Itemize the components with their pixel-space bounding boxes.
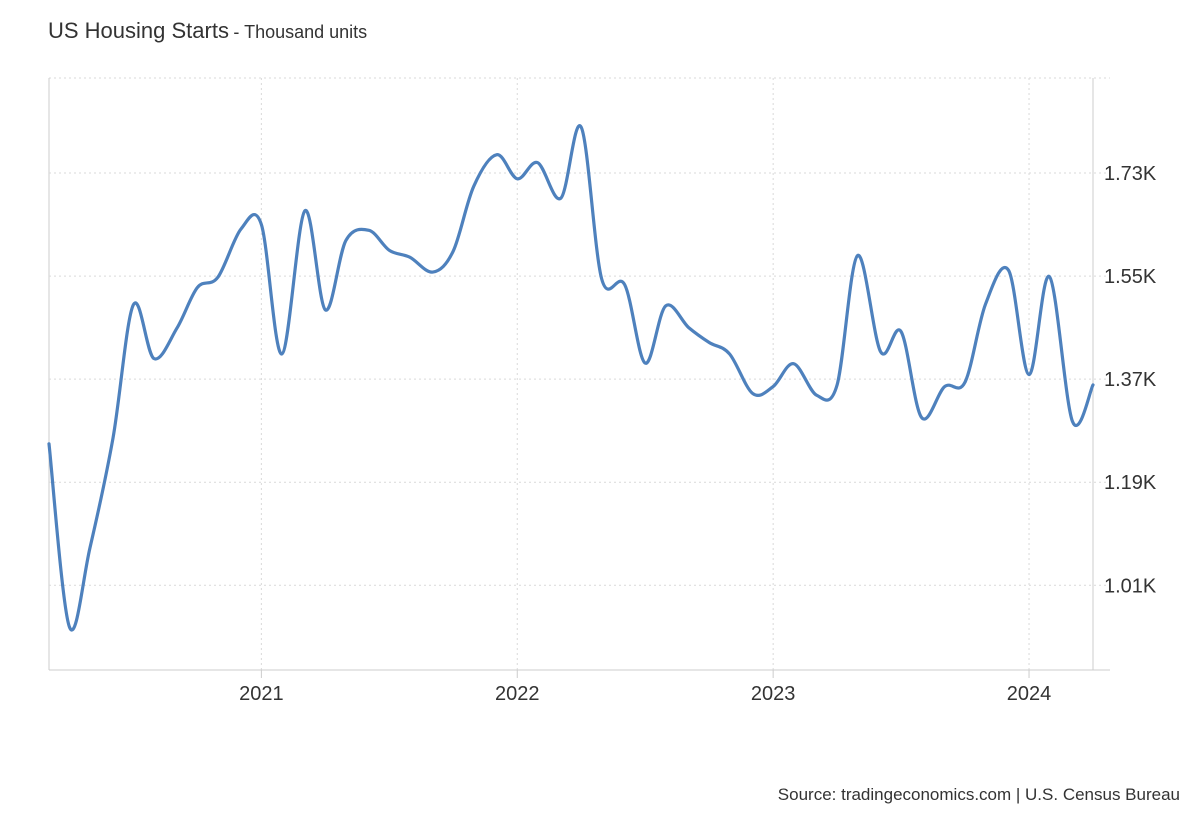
data-point [1027, 373, 1031, 377]
data-point [152, 357, 156, 361]
y-tick-label: 1.55K [1104, 266, 1157, 288]
data-point [280, 352, 284, 356]
data-point [600, 277, 604, 281]
data-point [111, 436, 115, 440]
data-point [792, 362, 796, 366]
data-point [472, 184, 476, 188]
data-point [367, 228, 371, 232]
data-point [984, 302, 988, 306]
data-point [815, 393, 819, 397]
data-point [899, 330, 903, 334]
data-point [751, 392, 755, 396]
data-point [963, 380, 967, 384]
data-point [623, 283, 627, 287]
data-point [515, 177, 519, 181]
x-tick-label: 2024 [1007, 683, 1052, 705]
y-tick-label: 1.01K [1104, 575, 1157, 597]
data-point [408, 255, 412, 259]
data-point [559, 196, 563, 200]
data-point [687, 326, 691, 330]
data-point [536, 161, 540, 165]
data-point [431, 270, 435, 274]
y-tick-label: 1.73K [1104, 163, 1157, 185]
data-point [1007, 268, 1011, 272]
data-point [303, 209, 307, 213]
data-point [68, 625, 72, 629]
data-point [387, 248, 391, 252]
data-point [195, 286, 199, 290]
data-point [835, 383, 839, 387]
data-point [216, 275, 220, 279]
data-point [728, 352, 732, 356]
data-point [175, 326, 179, 330]
data-point [664, 304, 668, 308]
data-point [1071, 420, 1075, 424]
data-point [495, 153, 499, 157]
x-tick-label: 2021 [239, 683, 284, 705]
series-line-housing-starts [47, 124, 1095, 632]
data-point [1048, 275, 1052, 279]
data-point [771, 385, 775, 389]
data-point [579, 125, 583, 129]
data-point [88, 546, 92, 550]
data-point [344, 239, 348, 243]
chart-subtitle: - Thousand units [233, 22, 368, 42]
data-point [856, 254, 860, 258]
chart-title-row: US Housing Starts - Thousand units [48, 18, 367, 44]
source-note: Source: tradingeconomics.com | U.S. Cens… [777, 785, 1180, 804]
x-tick-label: 2023 [751, 683, 796, 705]
y-tick-label: 1.19K [1104, 472, 1157, 494]
chart-title: US Housing Starts [48, 18, 229, 43]
data-point [643, 361, 647, 365]
data-point [943, 385, 947, 389]
data-point [239, 227, 243, 231]
y-tick-label: 1.37K [1104, 369, 1157, 391]
data-point [131, 303, 135, 307]
data-point [879, 350, 883, 354]
data-point [47, 442, 51, 446]
data-point [451, 249, 455, 253]
data-point [259, 223, 263, 227]
x-tick-label: 2022 [495, 683, 540, 705]
data-point [920, 416, 924, 420]
data-point [323, 308, 327, 312]
data-point [707, 341, 711, 345]
data-point [1091, 383, 1095, 387]
